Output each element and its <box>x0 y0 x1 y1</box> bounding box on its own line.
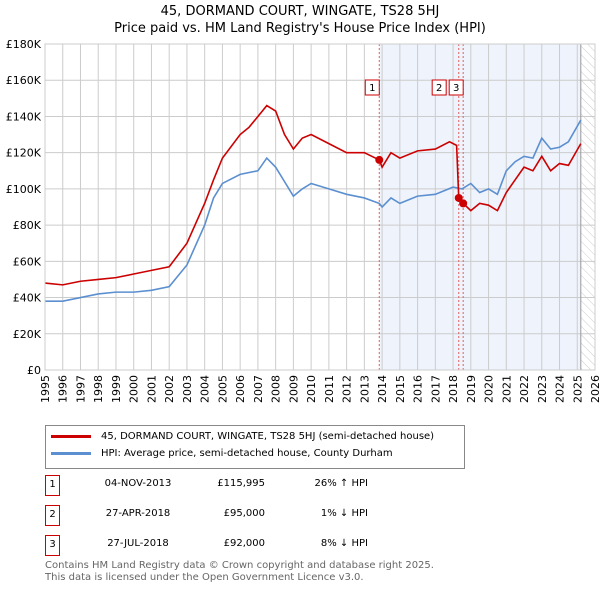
future-hatch <box>580 44 595 370</box>
sale-point <box>459 199 468 208</box>
x-tick-label: 2013 <box>358 375 371 403</box>
sale-hpi-diff: 8% ↓ HPI <box>320 538 368 549</box>
x-tick-label: 2025 <box>571 375 584 403</box>
chart-title: 45, DORMAND COURT, WINGATE, TS28 5HJ <box>160 4 440 19</box>
x-tick-label: 2012 <box>341 375 354 403</box>
sale-row: 1 04-NOV-2013 £115,995 26% ↑ HPI <box>45 475 465 496</box>
sale-date: 04-NOV-2013 <box>104 478 172 489</box>
legend-label: 45, DORMAND COURT, WINGATE, TS28 5HJ (se… <box>101 431 435 442</box>
y-tick-label: £120K <box>6 147 42 160</box>
x-tick-label: 2015 <box>394 375 407 403</box>
legend-item-hpi: HPI: Average price, semi-detached house,… <box>51 448 393 459</box>
y-tick-label: £160K <box>6 74 42 87</box>
x-tick-label: 2018 <box>447 375 460 403</box>
shaded-region <box>379 44 581 370</box>
y-tick-label: £100K <box>6 183 42 196</box>
sale-label: 1 <box>369 83 375 94</box>
x-tick-label: 2004 <box>199 375 212 403</box>
x-tick-label: 2021 <box>500 375 513 403</box>
footer: Contains HM Land Registry data © Crown c… <box>45 560 434 584</box>
y-tick-label: £60K <box>13 255 42 268</box>
x-tick-label: 2024 <box>554 375 567 403</box>
x-tick-label: 2008 <box>270 375 283 403</box>
x-tick-label: 2005 <box>216 375 229 403</box>
sale-label-box <box>364 79 380 96</box>
x-tick-label: 2019 <box>465 375 478 403</box>
sale-label: 2 <box>436 83 442 94</box>
y-tick-label: £40K <box>13 292 42 305</box>
x-tick-label: 1998 <box>92 375 105 403</box>
sale-hpi-diff: 1% ↓ HPI <box>320 508 368 519</box>
sale-price: £115,995 <box>217 478 265 489</box>
sale-marker-badge: 1 <box>45 475 60 496</box>
legend-swatch <box>51 452 91 455</box>
x-tick-label: 1996 <box>57 375 70 403</box>
legend-swatch <box>51 435 91 438</box>
sale-marker-badge: 2 <box>45 505 60 526</box>
y-tick-label: £180K <box>6 38 42 51</box>
price-chart: 1995 1996 1997 1998 1999 2000 2001 2002 2003 2004… <box>6 38 600 403</box>
x-tick-label: 2023 <box>536 375 549 403</box>
sale-point <box>375 155 384 164</box>
x-tick-label: 1999 <box>110 375 123 403</box>
y-tick-label: £0 <box>27 364 41 377</box>
x-tick-label: 2020 <box>483 375 496 403</box>
sale-date: 27-APR-2018 <box>105 508 171 519</box>
property-price-line <box>44 104 582 286</box>
plot-border <box>44 43 596 371</box>
sale-label-box <box>431 79 447 96</box>
x-tick-label: 2002 <box>163 375 176 403</box>
hpi-line <box>45 119 582 302</box>
footer-line: Contains HM Land Registry data © Crown c… <box>45 560 434 571</box>
y-tick-label: £140K <box>6 110 42 123</box>
x-tick-label: 2000 <box>128 375 141 403</box>
x-tick-label: 2014 <box>376 375 389 403</box>
x-tick-label: 2001 <box>145 375 158 403</box>
chart-subtitle: Price paid vs. HM Land Registry's House … <box>114 21 486 36</box>
y-tick-label: £20K <box>13 328 42 341</box>
sale-point <box>454 193 463 202</box>
sale-price: £95,000 <box>223 508 265 519</box>
sale-label-box <box>448 79 464 96</box>
sale-hpi-diff: 26% ↑ HPI <box>314 478 368 489</box>
legend: 45, DORMAND COURT, WINGATE, TS28 5HJ (se… <box>45 425 465 469</box>
x-tick-label: 2009 <box>287 375 300 403</box>
x-tick-label: 2022 <box>518 375 531 403</box>
sale-date: 27-JUL-2018 <box>107 538 169 549</box>
x-tick-label: 1997 <box>74 375 87 403</box>
x-tick-label: 2017 <box>429 375 442 403</box>
x-tick-label: 2011 <box>323 375 336 403</box>
sale-row: 3 27-JUL-2018 £92,000 8% ↓ HPI <box>45 535 465 556</box>
footer-line: This data is licensed under the Open Gov… <box>45 572 364 583</box>
sale-price: £92,000 <box>223 538 265 549</box>
x-tick-label: 2007 <box>252 375 265 403</box>
legend-item-property: 45, DORMAND COURT, WINGATE, TS28 5HJ (se… <box>51 431 434 442</box>
x-tick-label: 2026 <box>589 375 600 403</box>
x-tick-label: 2006 <box>234 375 247 403</box>
sale-marker-badge: 3 <box>45 535 60 556</box>
x-tick-label: 1995 <box>39 375 52 403</box>
x-tick-label: 2016 <box>412 375 425 403</box>
sale-row: 2 27-APR-2018 £95,000 1% ↓ HPI <box>45 505 465 526</box>
y-tick-label: £80K <box>13 219 42 232</box>
x-tick-label: 2003 <box>181 375 194 403</box>
x-tick-label: 2010 <box>305 375 318 403</box>
sale-label: 3 <box>453 83 459 94</box>
legend-label: HPI: Average price, semi-detached house,… <box>101 448 393 459</box>
